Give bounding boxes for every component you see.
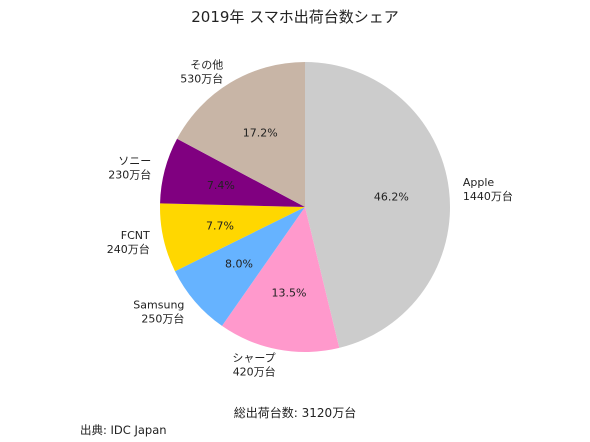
pie-slice-label-1: シャープ 420万台 xyxy=(232,351,275,378)
pie-slice-name-2: Samsung xyxy=(133,299,184,312)
chart-title: 2019年 スマホ出荷台数シェア xyxy=(191,8,399,26)
pie-percent-label-2: 8.0% xyxy=(225,258,253,271)
pie-slice-3 xyxy=(160,203,305,272)
pie-percent-label-5: 17.2% xyxy=(243,126,278,139)
pie-slice-units-0: 1440万台 xyxy=(463,189,513,203)
pie-slice-label-3: FCNT 240万台 xyxy=(107,229,150,256)
pie-slice-1 xyxy=(221,207,340,352)
pie-slice-units-1: 420万台 xyxy=(233,364,276,378)
pie-slice-units-5: 530万台 xyxy=(180,72,223,86)
pie-slice-name-0: Apple xyxy=(463,176,495,189)
pie-percent-label-1: 13.5% xyxy=(271,287,306,300)
pie-slice-units-3: 240万台 xyxy=(107,242,150,256)
pie-slice-4 xyxy=(160,138,305,207)
pie-slice-label-4: ソニー 230万台 xyxy=(108,154,151,181)
pie-slice-name-4: ソニー xyxy=(118,154,151,167)
pie-slice-name-5: その他 xyxy=(190,59,223,72)
pie-slice-5 xyxy=(177,62,305,207)
pie-slice-label-0: Apple 1440万台 xyxy=(463,176,513,203)
pie-slice-label-2: Samsung 250万台 xyxy=(133,299,184,326)
pie-slice-units-2: 250万台 xyxy=(141,312,184,326)
pie-slice-name-3: FCNT xyxy=(121,229,150,242)
pie-slice-name-1: シャープ xyxy=(232,351,275,364)
total-shipments: 総出荷台数: 3120万台 xyxy=(233,406,357,420)
pie-percent-label-4: 7.4% xyxy=(207,179,235,192)
pie-percent-label-0: 46.2% xyxy=(374,191,409,204)
pie-slice-0 xyxy=(305,62,450,348)
pie-slice-units-4: 230万台 xyxy=(108,167,151,181)
pie-slice-label-5: その他 530万台 xyxy=(180,59,223,86)
source-note: 出典: IDC Japan xyxy=(80,423,167,437)
pie-slice-2 xyxy=(174,207,305,326)
pie-percent-label-3: 7.7% xyxy=(206,220,234,233)
